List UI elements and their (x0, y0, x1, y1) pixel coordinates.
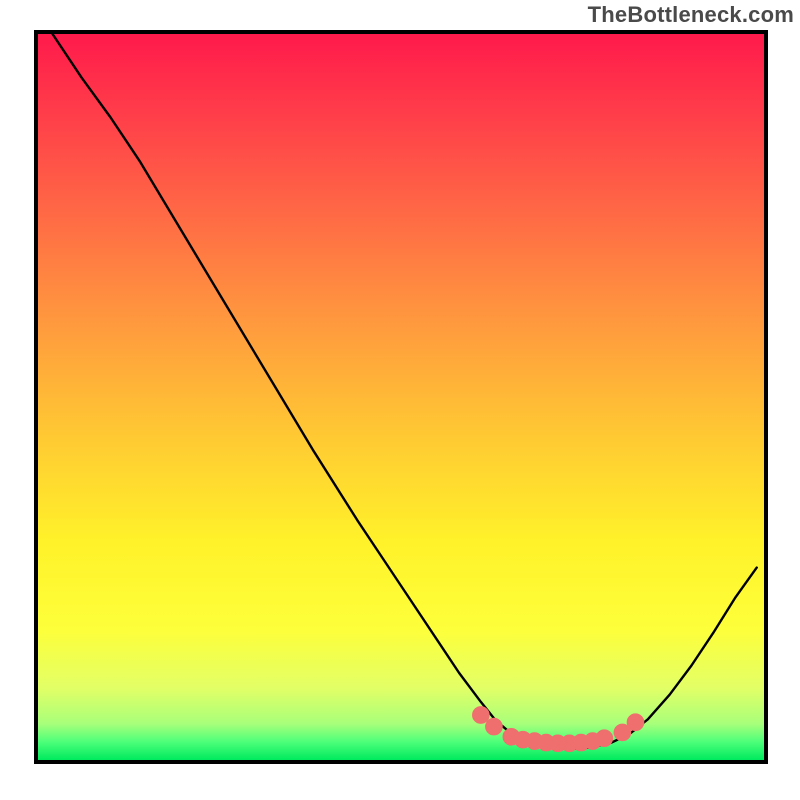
plot-frame (34, 30, 768, 764)
watermark-text: TheBottleneck.com (588, 2, 794, 28)
chart-container: TheBottleneck.com (0, 0, 800, 800)
plot-gradient-background (38, 34, 764, 760)
